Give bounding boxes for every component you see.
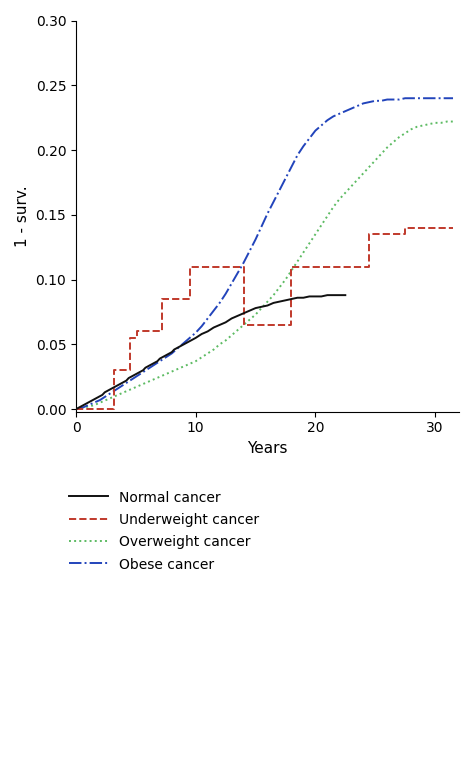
X-axis label: Years: Years: [247, 441, 288, 456]
Y-axis label: 1 - surv.: 1 - surv.: [15, 185, 30, 247]
Legend: Normal cancer, Underweight cancer, Overweight cancer, Obese cancer: Normal cancer, Underweight cancer, Overw…: [64, 485, 265, 578]
